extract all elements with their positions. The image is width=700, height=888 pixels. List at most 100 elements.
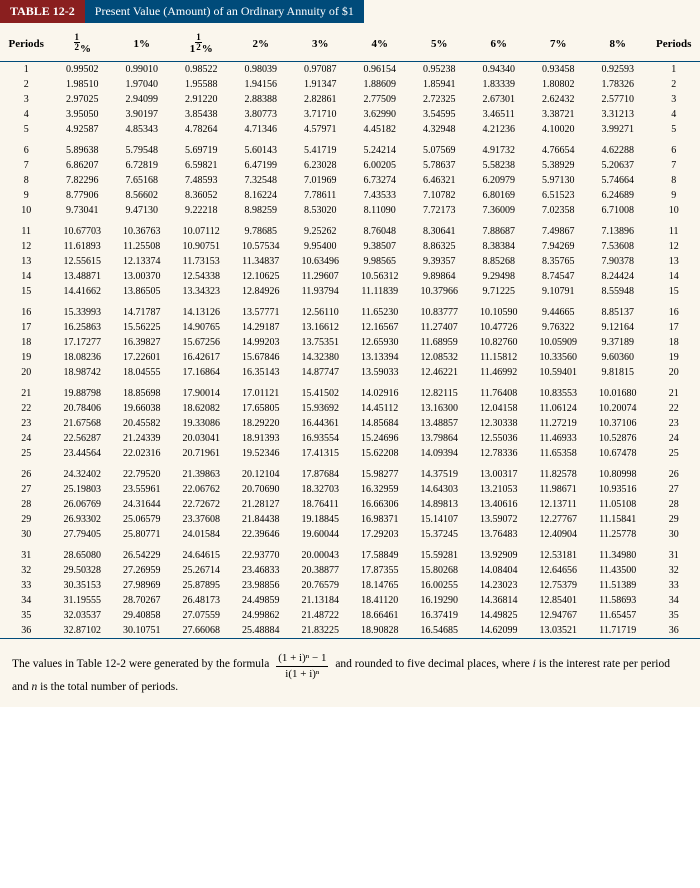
col-header-rate: 12% xyxy=(53,29,113,62)
table-row: 2220.7840619.6603818.6208217.6580515.936… xyxy=(0,401,700,416)
value-cell: 9.60360 xyxy=(588,350,648,365)
value-cell: 22.93770 xyxy=(231,542,291,563)
value-cell: 10.82760 xyxy=(469,335,529,350)
value-cell: 6.24689 xyxy=(588,188,648,203)
value-cell: 11.27407 xyxy=(410,320,470,335)
col-header-rate: 1% xyxy=(112,29,172,62)
value-cell: 8.86325 xyxy=(410,239,470,254)
value-cell: 29.50328 xyxy=(53,563,113,578)
period-cell-left: 20 xyxy=(0,365,53,380)
value-cell: 14.62099 xyxy=(469,623,529,639)
value-cell: 14.32380 xyxy=(291,350,351,365)
value-cell: 13.86505 xyxy=(112,284,172,299)
value-cell: 8.30641 xyxy=(410,218,470,239)
period-cell-right: 3 xyxy=(648,92,700,107)
value-cell: 10.57534 xyxy=(231,239,291,254)
value-cell: 3.90197 xyxy=(112,107,172,122)
value-cell: 16.54685 xyxy=(410,623,470,639)
value-cell: 13.03521 xyxy=(529,623,589,639)
period-cell-left: 34 xyxy=(0,593,53,608)
value-cell: 9.76322 xyxy=(529,320,589,335)
value-cell: 24.31644 xyxy=(112,497,172,512)
value-cell: 1.97040 xyxy=(112,77,172,92)
value-cell: 24.01584 xyxy=(172,527,232,542)
value-cell: 7.90378 xyxy=(588,254,648,269)
value-cell: 9.25262 xyxy=(291,218,351,239)
period-cell-right: 27 xyxy=(648,482,700,497)
period-cell-left: 22 xyxy=(0,401,53,416)
value-cell: 28.70267 xyxy=(112,593,172,608)
value-cell: 17.29203 xyxy=(350,527,410,542)
value-cell: 31.19555 xyxy=(53,593,113,608)
period-cell-left: 1 xyxy=(0,62,53,78)
period-cell-right: 2 xyxy=(648,77,700,92)
period-cell-left: 18 xyxy=(0,335,53,350)
value-cell: 14.49825 xyxy=(469,608,529,623)
col-header-rate: 8% xyxy=(588,29,648,62)
value-cell: 9.29498 xyxy=(469,269,529,284)
table-row: 2321.6756820.4558219.3308618.2922016.443… xyxy=(0,416,700,431)
value-cell: 6.46321 xyxy=(410,173,470,188)
value-cell: 10.52876 xyxy=(588,431,648,446)
value-cell: 13.16612 xyxy=(291,320,351,335)
value-cell: 5.78637 xyxy=(410,158,470,173)
value-cell: 6.47199 xyxy=(231,158,291,173)
period-cell-right: 21 xyxy=(648,380,700,401)
value-cell: 4.57971 xyxy=(291,122,351,137)
period-cell-left: 33 xyxy=(0,578,53,593)
value-cell: 20.78406 xyxy=(53,401,113,416)
value-cell: 21.28127 xyxy=(231,497,291,512)
col-header-rate: 6% xyxy=(469,29,529,62)
value-cell: 30.35153 xyxy=(53,578,113,593)
value-cell: 10.67478 xyxy=(588,446,648,461)
value-cell: 7.48593 xyxy=(172,173,232,188)
value-cell: 13.13394 xyxy=(350,350,410,365)
value-cell: 16.32959 xyxy=(350,482,410,497)
value-cell: 5.74664 xyxy=(588,173,648,188)
table-row: 2523.4456422.0231620.7196119.5234617.413… xyxy=(0,446,700,461)
period-cell-left: 11 xyxy=(0,218,53,239)
value-cell: 26.93302 xyxy=(53,512,113,527)
value-cell: 14.99203 xyxy=(231,335,291,350)
value-cell: 10.01680 xyxy=(588,380,648,401)
value-cell: 7.01969 xyxy=(291,173,351,188)
value-cell: 18.90828 xyxy=(350,623,410,639)
value-cell: 18.14765 xyxy=(350,578,410,593)
period-cell-right: 35 xyxy=(648,608,700,623)
value-cell: 13.79864 xyxy=(410,431,470,446)
table-row: 2422.5628721.2433920.0304118.9139316.935… xyxy=(0,431,700,446)
value-cell: 11.76408 xyxy=(469,380,529,401)
value-cell: 11.25508 xyxy=(112,239,172,254)
value-cell: 5.38929 xyxy=(529,158,589,173)
period-cell-right: 6 xyxy=(648,137,700,158)
value-cell: 7.53608 xyxy=(588,239,648,254)
value-cell: 30.10751 xyxy=(112,623,172,639)
period-cell-right: 5 xyxy=(648,122,700,137)
value-cell: 4.10020 xyxy=(529,122,589,137)
value-cell: 7.13896 xyxy=(588,218,648,239)
value-cell: 0.94340 xyxy=(469,62,529,78)
value-cell: 12.65930 xyxy=(350,335,410,350)
value-cell: 12.04158 xyxy=(469,401,529,416)
period-cell-right: 19 xyxy=(648,350,700,365)
value-cell: 3.62990 xyxy=(350,107,410,122)
value-cell: 2.57710 xyxy=(588,92,648,107)
value-cell: 18.66461 xyxy=(350,608,410,623)
value-cell: 25.80771 xyxy=(112,527,172,542)
value-cell: 21.24339 xyxy=(112,431,172,446)
value-cell: 5.41719 xyxy=(291,137,351,158)
value-cell: 10.10590 xyxy=(469,299,529,320)
value-cell: 15.24696 xyxy=(350,431,410,446)
value-cell: 14.37519 xyxy=(410,461,470,482)
value-cell: 18.85698 xyxy=(112,380,172,401)
value-cell: 14.02916 xyxy=(350,380,410,401)
value-cell: 10.33560 xyxy=(529,350,589,365)
value-cell: 11.34980 xyxy=(588,542,648,563)
value-cell: 4.62288 xyxy=(588,137,648,158)
value-cell: 14.71787 xyxy=(112,299,172,320)
period-cell-right: 29 xyxy=(648,512,700,527)
period-cell-left: 15 xyxy=(0,284,53,299)
value-cell: 0.98522 xyxy=(172,62,232,78)
value-cell: 25.87895 xyxy=(172,578,232,593)
value-cell: 8.74547 xyxy=(529,269,589,284)
